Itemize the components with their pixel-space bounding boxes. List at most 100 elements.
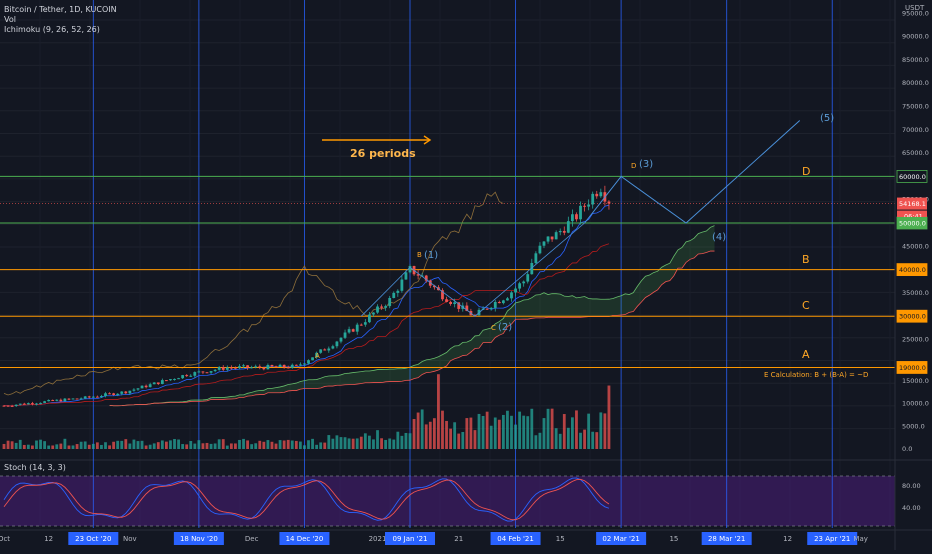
- candle-body: [140, 385, 144, 389]
- x-date-badge: [596, 532, 647, 545]
- volume-bar: [388, 438, 392, 449]
- level-letter-b: B: [802, 253, 810, 266]
- volume-bar: [35, 440, 38, 449]
- candle-body: [331, 346, 335, 349]
- volume-bar: [562, 414, 566, 449]
- volume-bar: [185, 444, 189, 449]
- volume-bar: [79, 441, 83, 449]
- volume-bar: [453, 422, 457, 449]
- candle-body: [160, 380, 164, 385]
- candle-body: [75, 398, 79, 400]
- candle-body: [270, 365, 274, 367]
- candle-body: [156, 382, 160, 385]
- volume-bar: [603, 413, 607, 449]
- candle-body: [185, 375, 189, 377]
- x-date-badge: [490, 532, 541, 545]
- candle-body: [120, 391, 124, 394]
- volume-bar: [124, 439, 128, 449]
- volume-bar: [315, 444, 319, 449]
- volume-bar: [441, 410, 444, 449]
- volume-bar: [579, 432, 582, 449]
- volume-bar: [550, 408, 554, 449]
- volume-bar: [546, 408, 550, 449]
- volume-bar: [201, 443, 205, 449]
- candle-body: [87, 396, 91, 398]
- candle-body: [262, 367, 266, 370]
- projection-path: [584, 120, 801, 224]
- volume-bar: [87, 444, 91, 449]
- volume-bar: [481, 416, 485, 449]
- stoch-band: [0, 476, 895, 526]
- volume-bar: [587, 413, 591, 449]
- volume-bar: [152, 443, 156, 449]
- volume-bar: [575, 410, 578, 449]
- candle-body: [286, 367, 290, 369]
- candle-body: [95, 396, 99, 398]
- candle-body: [217, 367, 221, 370]
- candle-body: [83, 396, 87, 399]
- candle-body: [550, 236, 554, 240]
- y-tick-label: 35000.0: [902, 289, 929, 297]
- volume-bar: [412, 419, 416, 449]
- y-tick-label: 90000.0: [902, 33, 929, 41]
- volume-bar: [428, 421, 432, 449]
- volume-bar: [31, 445, 34, 449]
- x-tick-label: Oct: [0, 535, 10, 543]
- x-tick-label: 15: [669, 535, 678, 543]
- level-badge-bg: [896, 263, 928, 277]
- volume-bar: [250, 444, 254, 449]
- x-tick-label: 04 Feb '21: [497, 535, 534, 543]
- stoch-d-line: [3, 478, 610, 521]
- candle-body: [132, 389, 136, 391]
- volume-bar: [91, 443, 95, 449]
- level-badge-label: 19000.0: [899, 364, 926, 372]
- candle-body: [71, 398, 75, 400]
- candle-body: [518, 283, 522, 289]
- volume-bars: [2, 374, 611, 449]
- countdown-badge: 06:41: [904, 213, 923, 221]
- candle-body: [384, 306, 388, 308]
- y-tick-label: 25000.0: [902, 336, 929, 344]
- vertical-cycle-lines: [92, 0, 833, 528]
- volume-bar: [83, 441, 87, 449]
- candle-body: [14, 404, 18, 406]
- candle-body: [39, 402, 42, 404]
- candle-body: [100, 396, 103, 398]
- wave-1-label: (1): [424, 250, 438, 261]
- candle-body: [432, 285, 436, 288]
- volume-bar: [372, 439, 375, 449]
- candle-body: [189, 375, 193, 377]
- volume-bar: [595, 432, 599, 449]
- volume-bar: [347, 438, 351, 449]
- volume-bar: [351, 438, 355, 449]
- candle-body: [112, 393, 116, 395]
- candle-body: [416, 274, 420, 276]
- y-axis-labels: 95000.0 90000.0 85000.0 80000.0 75000.0 70000…: [896, 9, 929, 512]
- candle-body: [6, 405, 10, 407]
- level-badge-label: 30000.0: [899, 313, 926, 321]
- candle-body: [388, 297, 392, 307]
- volume-bar: [331, 438, 335, 449]
- volume-bar: [156, 442, 160, 449]
- volume-bar: [323, 442, 327, 449]
- green-level-badge: 50000.0: [899, 220, 926, 228]
- volume-bar: [307, 440, 310, 449]
- volume-tick-label: 5000.0: [902, 422, 925, 430]
- volume-bar: [108, 445, 111, 449]
- candle-body: [400, 279, 404, 291]
- volume-bar: [209, 443, 213, 449]
- x-tick-label: 21: [454, 535, 463, 543]
- candle-body: [441, 290, 444, 300]
- candle-body: [124, 391, 128, 394]
- x-tick-label: 18 Nov '20: [180, 535, 218, 543]
- candle-body: [339, 337, 343, 342]
- volume-bar: [607, 385, 611, 449]
- candle-body: [522, 281, 526, 284]
- candle-body: [591, 193, 595, 205]
- volume-bar: [140, 440, 144, 449]
- volume-bar: [144, 445, 148, 449]
- candle-body: [453, 302, 457, 305]
- candle-body: [108, 393, 111, 395]
